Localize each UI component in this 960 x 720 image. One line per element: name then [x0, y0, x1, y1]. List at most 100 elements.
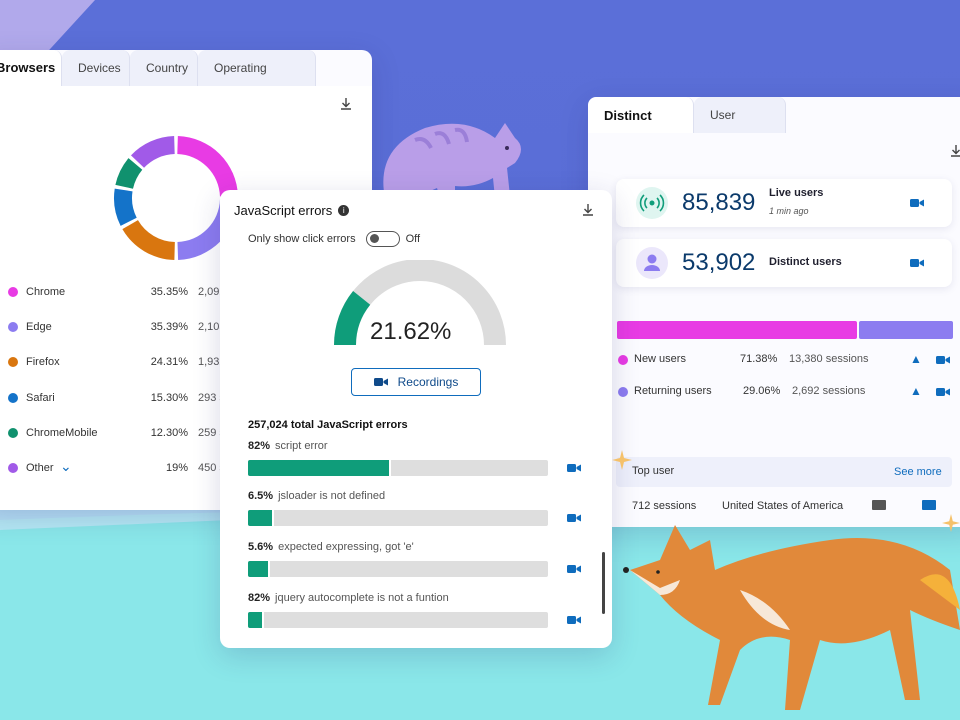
video-icon[interactable] [567, 564, 581, 574]
new-users-segment [617, 321, 857, 339]
fire-icon[interactable]: ▲ [910, 352, 922, 366]
tab-browsers[interactable]: Browsers [0, 50, 62, 86]
click-errors-toggle-row: Only show click errors Off [248, 230, 420, 248]
info-icon[interactable]: i [338, 205, 350, 216]
error-bar-fill [248, 510, 274, 526]
error-label: 6.5% jsloader is not defined [248, 490, 385, 502]
distinct-users-card: 53,902 Distinct users [616, 239, 952, 287]
download-icon[interactable] [948, 143, 960, 159]
live-users-value: 85,839 [682, 189, 756, 216]
browser-name: Firefox [26, 356, 60, 368]
user-avatar-icon [636, 247, 668, 279]
tab-country[interactable]: Country [130, 50, 198, 86]
top-user-sessions: 712 sessions [632, 500, 697, 512]
legend-dot [8, 322, 18, 332]
new-users-row: New users 71.38% 13,380 sessions ▲ [618, 352, 958, 368]
id-card-icon[interactable] [922, 500, 936, 510]
browser-percent: 35.39% [150, 321, 188, 333]
see-more-link[interactable]: See more [894, 466, 942, 478]
distinct-users-label: Distinct users [769, 256, 842, 268]
legend-dot [8, 428, 18, 438]
error-percent: 82% [248, 592, 271, 604]
video-icon[interactable] [567, 615, 581, 625]
returning-users-sessions: 2,692 sessions [792, 385, 866, 397]
video-icon[interactable] [936, 387, 950, 397]
returning-users-dot [618, 387, 628, 397]
video-icon[interactable] [910, 258, 924, 268]
users-tabbar: Distinct users User sessions [588, 97, 786, 161]
top-user-row: 712 sessions United States of America [616, 495, 952, 519]
download-icon[interactable] [580, 202, 596, 218]
browsers-tabbar: Browsers Devices Country Operating syste… [0, 50, 316, 111]
live-users-card: 85,839 Live users 1 min ago [616, 179, 952, 227]
download-icon[interactable] [338, 96, 354, 112]
video-icon[interactable] [936, 355, 950, 365]
donut-slice-chromemobile[interactable] [115, 158, 143, 189]
donut-slice-chrome[interactable] [177, 136, 238, 197]
sparkle-icon [942, 514, 960, 532]
browser-name: Edge [26, 321, 52, 333]
top-user-label: Top user [632, 465, 675, 477]
click-errors-toggle[interactable] [365, 231, 400, 247]
returning-users-percent: 29.06% [743, 385, 781, 397]
top-user-header: Top user See more [616, 457, 952, 487]
total-errors-label: 257,024 total JavaScript errors [248, 419, 408, 431]
browser-name: Chrome [26, 286, 66, 298]
video-icon [373, 378, 388, 386]
video-icon[interactable] [567, 513, 581, 523]
browser-percent: 12.30% [150, 427, 188, 439]
error-bar [248, 460, 548, 476]
scrollbar[interactable] [602, 552, 605, 614]
video-icon[interactable] [910, 198, 924, 208]
error-bar-fill [248, 561, 270, 577]
legend-dot [8, 357, 18, 367]
tab-user-sessions[interactable]: User sessions [694, 97, 786, 158]
chevron-down-icon[interactable]: ⌄ [60, 458, 72, 474]
returning-users-segment [858, 321, 953, 339]
donut-slice-other[interactable] [130, 136, 175, 168]
error-text: script error [275, 440, 328, 452]
tab-devices[interactable]: Devices [62, 50, 130, 86]
tab-distinct-users[interactable]: Distinct users [588, 97, 694, 161]
error-bar [248, 612, 548, 628]
video-icon[interactable] [567, 463, 581, 473]
toggle-label: Only show click errors [248, 233, 356, 245]
error-percent: 6.5% [248, 490, 274, 502]
browser-percent: 19% [165, 462, 188, 474]
error-text: jsloader is not defined [278, 490, 386, 502]
top-user-country: United States of America [722, 500, 844, 512]
donut-slice-safari[interactable] [114, 188, 137, 226]
fox-illustration [623, 525, 960, 710]
recordings-button[interactable]: Recordings [351, 368, 481, 396]
user-split-bar [617, 321, 953, 339]
legend-dot [8, 287, 18, 297]
js-errors-panel: JavaScript errors i Only show click erro… [220, 190, 612, 648]
new-users-percent: 71.38% [740, 353, 778, 365]
live-users-time: 1 min ago [769, 206, 809, 216]
recordings-label: Recordings [397, 375, 459, 389]
tab-operating-systems[interactable]: Operating systems [198, 50, 316, 111]
sparkle-icon [612, 450, 632, 470]
distinct-users-value: 53,902 [682, 249, 756, 276]
legend-dot [8, 463, 18, 473]
error-bar-fill [248, 612, 264, 628]
returning-users-row: Returning users 29.06% 2,692 sessions ▲ [618, 384, 958, 400]
new-users-dot [618, 355, 628, 365]
monitor-icon [872, 500, 886, 510]
gauge-value: 21.62% [370, 318, 452, 345]
error-label: 82% jquery autocomplete is not a funtion [248, 592, 449, 604]
error-bar [248, 510, 548, 526]
js-errors-title-text: JavaScript errors [234, 203, 333, 218]
error-bar [248, 561, 548, 577]
browser-percent: 35.35% [150, 286, 188, 298]
error-bar-fill [248, 460, 391, 476]
error-text: jquery autocomplete is not a funtion [275, 592, 449, 604]
donut-slice-firefox[interactable] [122, 220, 175, 260]
toggle-state: Off [405, 233, 421, 245]
fire-icon[interactable]: ▲ [910, 384, 922, 398]
live-signal-icon [636, 187, 668, 219]
live-users-label: Live users [769, 187, 824, 199]
new-users-label: New users [634, 353, 686, 365]
browser-name: ChromeMobile [26, 427, 98, 439]
browser-name: Safari [26, 392, 55, 404]
